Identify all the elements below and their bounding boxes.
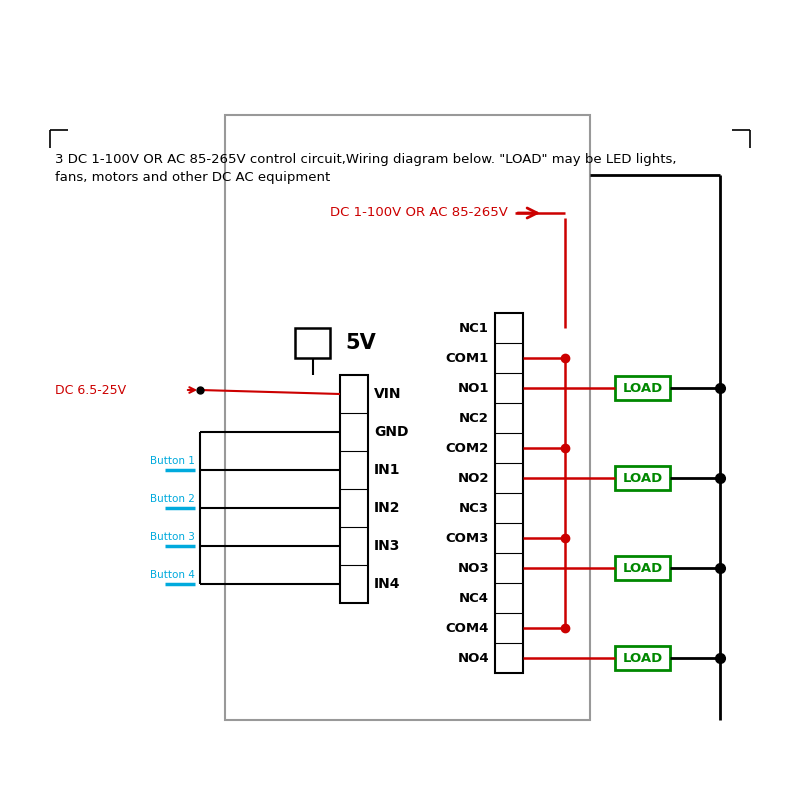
Text: NO1: NO1 [458, 382, 489, 394]
Bar [225, 115, 590, 720]
Text: NC4: NC4 [459, 591, 489, 605]
Text: Button 4: Button 4 [150, 570, 195, 580]
Text: NC2: NC2 [459, 411, 489, 425]
Text: COM2: COM2 [446, 442, 489, 454]
Text: COM1: COM1 [446, 351, 489, 365]
Bar [340, 375, 368, 603]
Text: LOAD: LOAD [622, 471, 662, 485]
Text: NO4: NO4 [458, 651, 489, 665]
Text: NC3: NC3 [459, 502, 489, 514]
Text: NC1: NC1 [459, 322, 489, 334]
Text: LOAD: LOAD [622, 562, 662, 574]
Text: COM4: COM4 [446, 622, 489, 634]
Text: DC 6.5-25V: DC 6.5-25V [55, 383, 126, 397]
Bar [615, 466, 670, 490]
Text: NO2: NO2 [458, 471, 489, 485]
Text: 5V: 5V [345, 333, 376, 353]
Text: IN2: IN2 [374, 501, 401, 515]
Bar [295, 328, 330, 358]
Text: Button 2: Button 2 [150, 494, 195, 504]
Text: IN4: IN4 [374, 577, 401, 591]
Text: VIN: VIN [374, 387, 402, 401]
Bar [495, 313, 523, 673]
Text: COM3: COM3 [446, 531, 489, 545]
Text: NO3: NO3 [458, 562, 489, 574]
Text: LOAD: LOAD [622, 382, 662, 394]
Text: Button 3: Button 3 [150, 532, 195, 542]
Text: fans, motors and other DC AC equipment: fans, motors and other DC AC equipment [55, 170, 330, 183]
Bar [615, 646, 670, 670]
Text: DC 1-100V OR AC 85-265V: DC 1-100V OR AC 85-265V [330, 206, 508, 219]
Text: IN3: IN3 [374, 539, 400, 553]
Text: Button 1: Button 1 [150, 456, 195, 466]
Text: GND: GND [374, 425, 409, 439]
Bar [615, 556, 670, 580]
Text: 3 DC 1-100V OR AC 85-265V control circuit,Wiring diagram below. "LOAD" may be LE: 3 DC 1-100V OR AC 85-265V control circui… [55, 154, 677, 166]
Text: LOAD: LOAD [622, 651, 662, 665]
Bar [615, 376, 670, 400]
Text: IN1: IN1 [374, 463, 401, 477]
